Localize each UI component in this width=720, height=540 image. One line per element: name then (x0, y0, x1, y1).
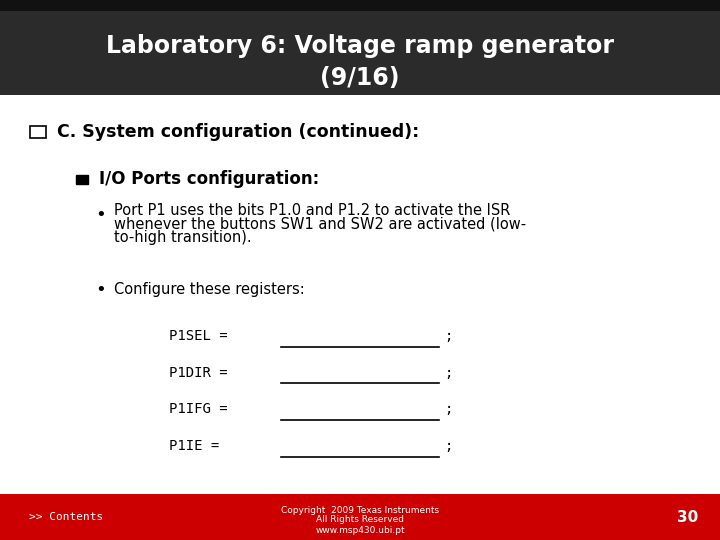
FancyBboxPatch shape (0, 494, 720, 540)
Text: >> Contents: >> Contents (29, 512, 103, 522)
Text: ;: ; (444, 329, 453, 343)
Text: Laboratory 6: Voltage ramp generator: Laboratory 6: Voltage ramp generator (106, 34, 614, 58)
Text: All Rights Reserved: All Rights Reserved (316, 515, 404, 524)
FancyBboxPatch shape (30, 126, 46, 138)
FancyBboxPatch shape (0, 0, 720, 11)
FancyBboxPatch shape (76, 174, 88, 184)
Text: •: • (96, 206, 106, 224)
Text: UBI: UBI (20, 96, 37, 106)
Text: to-high transition).: to-high transition). (114, 230, 251, 245)
Text: ;: ; (444, 439, 453, 453)
Text: ;: ; (444, 402, 453, 416)
Text: www.msp430.ubi.pt: www.msp430.ubi.pt (315, 526, 405, 535)
Text: whenever the buttons SW1 and SW2 are activated (low-: whenever the buttons SW1 and SW2 are act… (114, 217, 526, 232)
Text: I/O Ports configuration:: I/O Ports configuration: (99, 170, 319, 188)
Text: (9/16): (9/16) (320, 66, 400, 90)
Text: P1IE =: P1IE = (169, 439, 228, 453)
Text: C. System configuration (continued):: C. System configuration (continued): (57, 123, 419, 141)
Text: Configure these registers:: Configure these registers: (114, 282, 305, 298)
Text: P1IFG =: P1IFG = (169, 402, 236, 416)
Text: 30: 30 (677, 510, 698, 524)
Text: P1DIR =: P1DIR = (169, 366, 236, 380)
Text: ;: ; (444, 366, 453, 380)
Text: Port P1 uses the bits P1.0 and P1.2 to activate the ISR: Port P1 uses the bits P1.0 and P1.2 to a… (114, 203, 510, 218)
Text: Copyright  2009 Texas Instruments: Copyright 2009 Texas Instruments (281, 506, 439, 515)
Text: P1SEL =: P1SEL = (169, 329, 236, 343)
FancyBboxPatch shape (0, 0, 720, 94)
Text: •: • (96, 281, 106, 299)
